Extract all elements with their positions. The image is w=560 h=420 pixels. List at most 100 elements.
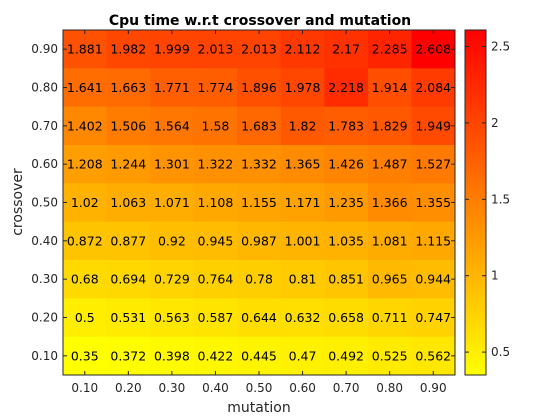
heatmap-cell bbox=[280, 145, 325, 184]
cell-value-label: 1.881 bbox=[67, 42, 103, 57]
heatmap-cells bbox=[63, 30, 456, 376]
heatmap-cell bbox=[237, 30, 282, 69]
heatmap-cell bbox=[324, 221, 369, 261]
heatmap-cell bbox=[367, 260, 412, 299]
y-tick-label: 0.20 bbox=[31, 311, 58, 325]
heatmap-cell bbox=[63, 336, 108, 376]
cell-value-label: 1.001 bbox=[285, 233, 321, 248]
cell-value-label: 1.366 bbox=[372, 195, 408, 210]
heatmap-cell bbox=[280, 336, 325, 376]
heatmap-cell bbox=[106, 30, 151, 69]
x-tick-label: 0.70 bbox=[333, 381, 360, 395]
heatmap-cell bbox=[193, 106, 238, 146]
heatmap-cell bbox=[324, 260, 369, 299]
heatmap-cell bbox=[367, 336, 412, 376]
cell-value-label: 0.987 bbox=[241, 233, 277, 248]
heatmap-cell bbox=[63, 68, 108, 108]
cell-value-label: 1.115 bbox=[415, 233, 451, 248]
heatmap-cell bbox=[63, 30, 108, 69]
heatmap-cell bbox=[280, 183, 325, 223]
x-tick-label: 0.80 bbox=[376, 381, 403, 395]
cell-value-label: 1.771 bbox=[154, 80, 190, 95]
heatmap-cell bbox=[367, 30, 412, 69]
cell-value-label: 1.071 bbox=[154, 195, 190, 210]
heatmap-cell bbox=[237, 68, 282, 108]
heatmap-cell bbox=[411, 106, 456, 146]
cell-value-label: 0.658 bbox=[328, 310, 364, 325]
colorbar-tick-label: 2 bbox=[491, 116, 499, 130]
y-tick-label: 0.30 bbox=[31, 272, 58, 286]
cell-value-label: 0.47 bbox=[289, 348, 317, 363]
cell-value-label: 1.527 bbox=[415, 157, 451, 172]
heatmap-cell bbox=[367, 106, 412, 146]
cell-value-label: 0.5 bbox=[75, 310, 95, 325]
cell-value-label: 0.398 bbox=[154, 348, 190, 363]
heatmap-cell bbox=[237, 221, 282, 261]
heatmap-cell bbox=[237, 145, 282, 184]
cell-value-label: 1.332 bbox=[241, 157, 277, 172]
heatmap-cell bbox=[280, 30, 325, 69]
cell-value-label: 0.632 bbox=[285, 310, 321, 325]
heatmap-cell bbox=[324, 336, 369, 376]
cell-value-label: 1.487 bbox=[372, 157, 408, 172]
cell-value-label: 0.422 bbox=[198, 348, 234, 363]
cell-value-label: 1.564 bbox=[154, 118, 190, 133]
heatmap-cell bbox=[106, 260, 151, 299]
cell-value-label: 1.982 bbox=[110, 42, 146, 57]
cell-value-label: 1.506 bbox=[110, 118, 146, 133]
cell-value-label: 1.999 bbox=[154, 42, 190, 57]
heatmap-cell bbox=[63, 106, 108, 146]
cell-value-label: 1.82 bbox=[289, 118, 317, 133]
cell-value-label: 1.426 bbox=[328, 157, 364, 172]
heatmap-cell bbox=[411, 336, 456, 376]
cell-value-label: 0.372 bbox=[110, 348, 146, 363]
heatmap-cell bbox=[237, 183, 282, 223]
heatmap-cell bbox=[106, 183, 151, 223]
heatmap-cell bbox=[280, 68, 325, 108]
cell-value-label: 1.978 bbox=[285, 80, 321, 95]
heatmap-cell bbox=[280, 221, 325, 261]
cell-value-label: 1.301 bbox=[154, 157, 190, 172]
cell-value-label: 1.58 bbox=[202, 118, 230, 133]
cell-value-label: 0.877 bbox=[110, 233, 146, 248]
cell-value-label: 2.112 bbox=[285, 42, 321, 57]
cell-value-label: 1.896 bbox=[241, 80, 277, 95]
colorbar-tick-label: 1 bbox=[491, 269, 499, 283]
heatmap-cell bbox=[193, 30, 238, 69]
heatmap-cell bbox=[106, 336, 151, 376]
heatmap-cell bbox=[193, 298, 238, 338]
cell-value-label: 0.694 bbox=[110, 272, 146, 287]
heatmap-cell bbox=[280, 106, 325, 146]
cell-value-label: 1.829 bbox=[372, 118, 408, 133]
cell-value-label: 1.081 bbox=[372, 233, 408, 248]
cell-value-label: 0.729 bbox=[154, 272, 190, 287]
cell-value-label: 2.608 bbox=[415, 42, 451, 57]
cell-value-label: 0.78 bbox=[245, 272, 273, 287]
heatmap-cell bbox=[324, 106, 369, 146]
heatmap-cell bbox=[63, 183, 108, 223]
x-tick-label: 0.20 bbox=[115, 381, 142, 395]
x-tick-label: 0.60 bbox=[289, 381, 316, 395]
x-axis-label: mutation bbox=[227, 400, 290, 416]
heatmap-cell bbox=[193, 221, 238, 261]
x-axis-ticks: 0.10 0.20 0.30 0.40 0.50 0.60 0.70 0.80 0.90 bbox=[71, 30, 447, 395]
y-tick-label: 0.50 bbox=[31, 196, 58, 210]
heatmap-cell bbox=[367, 68, 412, 108]
cell-value-label: 1.683 bbox=[241, 118, 277, 133]
y-tick-label: 0.90 bbox=[31, 42, 58, 56]
cell-value-label: 0.747 bbox=[415, 310, 451, 325]
heatmap-cell bbox=[324, 68, 369, 108]
y-tick-label: 0.10 bbox=[31, 349, 58, 363]
heatmap-cell bbox=[324, 183, 369, 223]
cell-value-label: 1.783 bbox=[328, 118, 364, 133]
cell-value-label: 1.663 bbox=[110, 80, 146, 95]
cell-value-label: 0.851 bbox=[328, 272, 364, 287]
cell-value-label: 1.171 bbox=[285, 195, 321, 210]
heatmap-cell bbox=[324, 298, 369, 338]
cell-value-label: 1.949 bbox=[415, 118, 451, 133]
cell-value-label: 0.944 bbox=[415, 272, 451, 287]
cell-value-label: 0.711 bbox=[372, 310, 408, 325]
heatmap-cell bbox=[324, 145, 369, 184]
y-tick-label: 0.40 bbox=[31, 234, 58, 248]
